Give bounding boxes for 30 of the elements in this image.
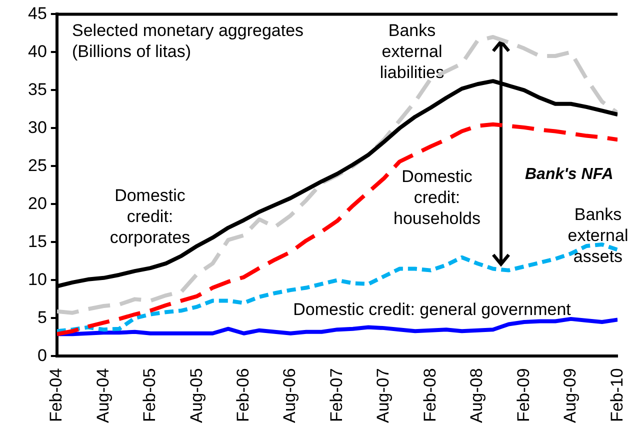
x-tick-label: Aug-05 bbox=[186, 368, 206, 424]
series-label: Banks external assets bbox=[566, 204, 630, 267]
x-tick-label: Aug-06 bbox=[280, 368, 300, 424]
y-tick-label: 15 bbox=[28, 232, 47, 251]
annotation: Bank's NFA bbox=[525, 165, 614, 185]
series-label: Banks external liabilities bbox=[378, 20, 446, 83]
x-tick-label: Feb-09 bbox=[514, 368, 533, 422]
y-tick-label: 35 bbox=[28, 80, 47, 99]
x-tick-label: Feb-10 bbox=[607, 368, 626, 422]
series-label: Domestic credit: corporates bbox=[108, 185, 192, 248]
x-tick-label: Feb-05 bbox=[140, 368, 160, 422]
y-tick-label: 30 bbox=[28, 118, 47, 137]
y-tick-label: 5 bbox=[37, 308, 47, 327]
x-tick-label: Aug-07 bbox=[374, 368, 393, 424]
x-tick-label: Feb-04 bbox=[46, 368, 66, 422]
x-tick-label: Feb-06 bbox=[233, 368, 252, 422]
y-tick-label: 10 bbox=[28, 270, 47, 289]
y-tick-label: 45 bbox=[28, 4, 47, 23]
text: Selected monetary aggregates (Billions of litas) bbox=[72, 20, 304, 62]
x-tick-label: Aug-08 bbox=[467, 368, 486, 424]
y-tick-label: 0 bbox=[37, 346, 47, 365]
x-tick-label: Feb-08 bbox=[420, 368, 440, 422]
x-tick-label: Aug-04 bbox=[93, 368, 112, 424]
y-tick-label: 40 bbox=[28, 42, 47, 61]
x-tick-label: Aug-09 bbox=[560, 368, 580, 424]
series-label: Domestic credit: households bbox=[392, 166, 482, 229]
y-tick-label: 20 bbox=[28, 194, 47, 213]
series-label: Domestic credit: general government bbox=[292, 299, 572, 320]
y-tick-label: 25 bbox=[28, 156, 47, 175]
x-tick-label: Feb-07 bbox=[326, 368, 346, 422]
